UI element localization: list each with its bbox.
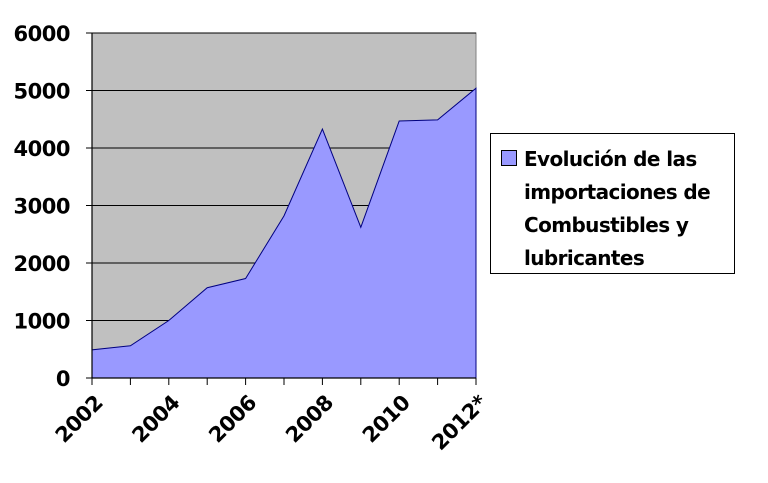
x-tick-label: 2004 xyxy=(127,391,184,448)
y-tick-label: 0 xyxy=(56,367,70,391)
y-axis-labels: 0 1000 2000 3000 4000 5000 6000 xyxy=(14,22,71,391)
legend-swatch xyxy=(501,150,517,166)
x-tick-label: 2006 xyxy=(204,391,261,448)
y-tick-label: 2000 xyxy=(14,252,70,276)
x-tick-label: 2002 xyxy=(51,391,108,448)
y-tick-label: 3000 xyxy=(14,195,70,219)
x-tick-label: 2008 xyxy=(281,391,338,448)
data-area xyxy=(91,87,477,379)
y-tick-label: 4000 xyxy=(14,137,70,161)
x-tick-label: 2010 xyxy=(358,391,415,448)
axes xyxy=(86,32,477,385)
legend: Evolución de las importaciones de Combus… xyxy=(490,133,735,274)
y-tick-label: 6000 xyxy=(14,22,70,46)
x-axis-labels: 2002 2004 2006 2008 2010 2012* xyxy=(51,390,492,455)
x-tick-label: 2012* xyxy=(427,390,492,455)
y-tick-label: 1000 xyxy=(14,310,70,334)
y-tick-label: 5000 xyxy=(14,80,70,104)
legend-label: Evolución de las importaciones de Combus… xyxy=(524,147,711,270)
